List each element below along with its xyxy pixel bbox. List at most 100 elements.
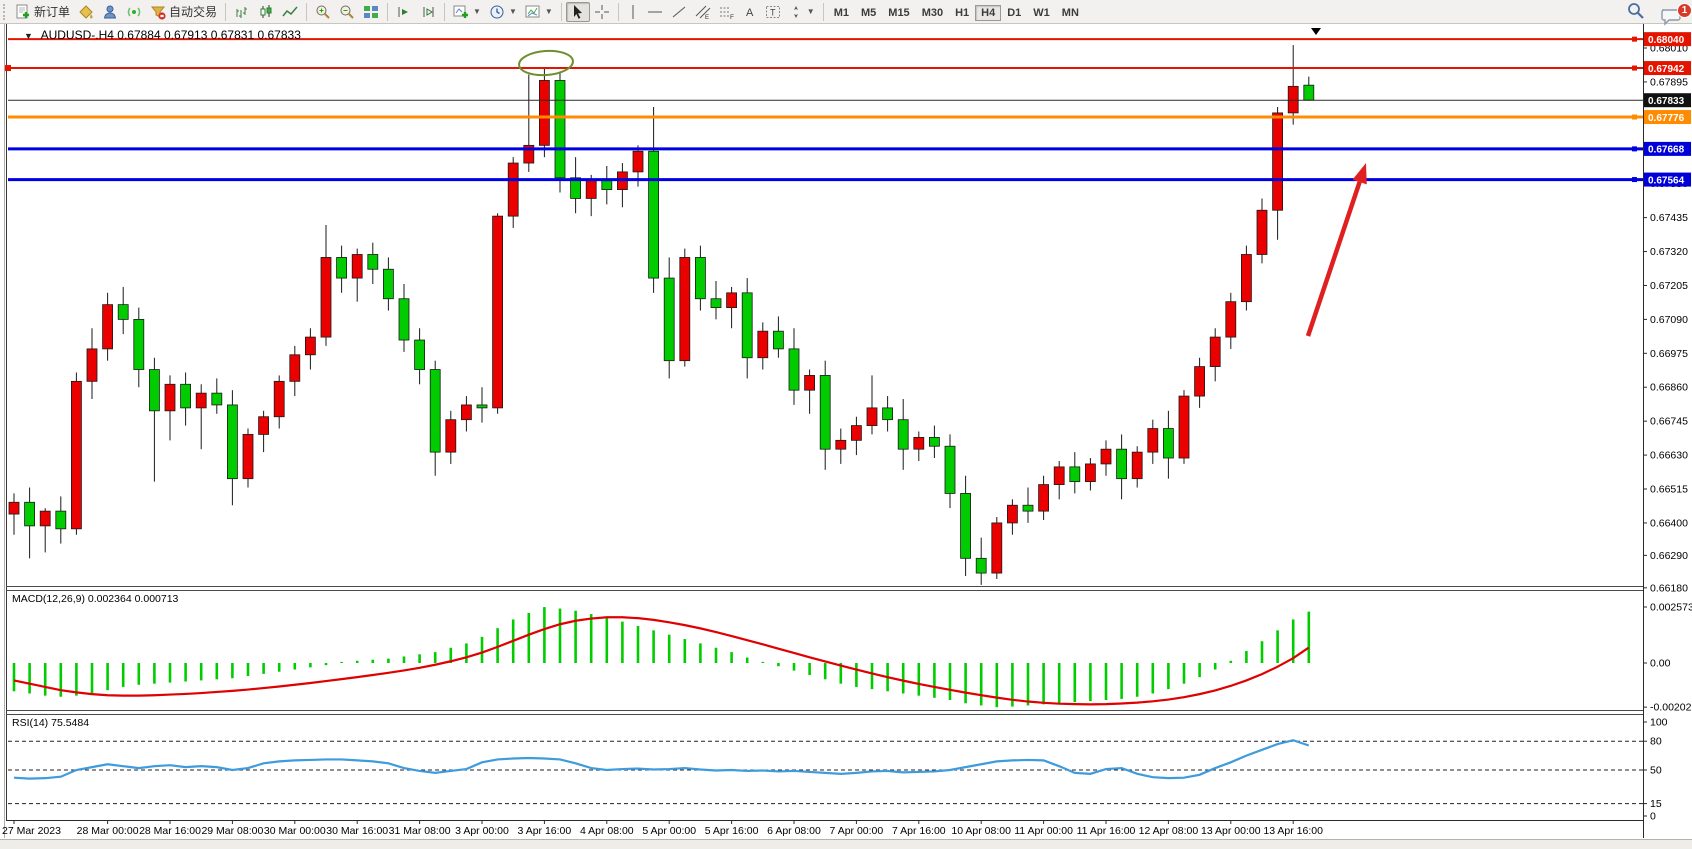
bucket-button[interactable] [74,2,98,22]
timeframe-button-M5[interactable]: M5 [861,6,877,19]
zoom-in-button[interactable] [311,2,335,22]
line-anchor-handle[interactable] [1632,114,1637,120]
text-tool-button[interactable]: A [739,2,761,22]
signals-button[interactable] [122,2,146,22]
chart-low: 0.67831 [210,28,255,42]
new-order-icon [15,4,31,20]
cursor-tool-button[interactable] [565,1,590,22]
candle-down [414,339,426,370]
auto-scroll-button[interactable] [392,2,416,22]
line-anchor-handle[interactable] [1632,36,1637,42]
time-tick-label: 7 Apr 00:00 [830,825,884,837]
price-tick-label: 0.66860 [1650,382,1688,394]
candle-down [226,404,238,480]
channel-icon: E [695,4,711,20]
line-anchor-handle[interactable] [1632,146,1637,152]
templates-button[interactable]: ▼ [521,2,557,22]
candle-down [24,501,36,527]
horizontal-line-icon [647,4,663,20]
candle-down [1116,448,1127,480]
new-order-button[interactable]: 新订单 [11,2,74,22]
rsi-indicator-label: RSI(14) 75.5484 [12,717,89,729]
periods-button[interactable]: ▼ [485,2,521,22]
timeframe-button-M1[interactable]: M1 [833,6,849,19]
time-tick-label: 5 Apr 00:00 [642,825,696,837]
fibonacci-tool-button[interactable]: F [715,2,739,22]
line-anchor-handle[interactable] [1632,177,1637,183]
horizontal-line-tool-button[interactable] [643,2,667,22]
price-badge-label: 0.68040 [1648,35,1685,46]
timeframe-button-W1[interactable]: W1 [1033,6,1050,19]
trendline-tool-button[interactable] [667,2,691,22]
timeframe-button-H4[interactable]: H4 [975,4,1002,21]
timeframe-button-M15[interactable]: M15 [888,6,910,19]
vertical-line-tool-button[interactable] [623,2,643,22]
tile-windows-button[interactable] [359,2,383,22]
candle-down [929,436,940,447]
time-tick-label: 13 Apr 16:00 [1263,825,1323,837]
timeframe-button-D1[interactable]: D1 [1007,6,1022,19]
price-badge [1644,32,1691,47]
ellipse-annotation[interactable] [518,49,574,77]
timeframe-button-MN[interactable]: MN [1061,6,1079,19]
time-tick-label: 11 Apr 16:00 [1077,825,1136,837]
symbol-dropdown-icon[interactable]: ▼ [24,31,33,41]
line-anchor-handle[interactable] [1632,65,1637,71]
candle-down [882,407,893,421]
candle-down [476,404,488,409]
notifications-button[interactable]: 1 [1656,3,1692,27]
candle-down [367,254,379,270]
zoom-out-button[interactable] [335,2,359,22]
candle-down [897,419,909,450]
arrows-icon [789,4,803,20]
toolbar-grip[interactable] [3,3,8,20]
arrows-tool-button[interactable]: ▼ [785,2,819,22]
text-icon: A [743,4,757,20]
chart-window-title[interactable]: ▼ AUDUSD-.H4 0.67884 0.67913 0.67831 0.6… [24,28,301,42]
line-chart-button[interactable] [278,2,302,22]
candle-up [507,162,519,217]
text-label-tool-button[interactable]: T [761,2,785,22]
svg-text:F: F [730,14,734,20]
macd-name: MACD(12,26,9) [12,593,85,605]
candle-down [382,268,394,300]
candlestick-chart-button[interactable] [254,2,278,22]
candle-down [336,257,348,279]
time-tick-label: 7 Apr 16:00 [892,825,946,837]
bar-chart-button[interactable] [230,2,254,22]
dropdown-caret: ▼ [806,7,815,16]
price-badge-label: 0.67668 [1648,145,1685,156]
auto-trading-button[interactable]: 自动交易 [146,2,221,22]
editor-button[interactable] [98,2,122,22]
price-badge [1644,61,1691,76]
price-badge-label: 0.67564 [1648,175,1685,186]
time-tick-label: 11 Apr 00:00 [1014,825,1073,837]
candle-down [975,557,987,574]
macd-tick-label: -0.002028 [1650,702,1692,714]
candle-up [804,375,815,391]
timeframe-button-H1[interactable]: H1 [955,6,970,19]
svg-text:T: T [770,7,776,17]
macd-tick-label: 0.00 [1650,658,1671,670]
trend-arrow-line[interactable] [1305,181,1362,337]
candle-up [1053,466,1065,485]
line-anchor-handle[interactable] [5,65,11,72]
rsi-line [13,739,1310,780]
candle-up [1007,504,1018,524]
candle-up [1209,336,1221,367]
crosshair-tool-button[interactable] [590,2,614,22]
candle-down [1069,466,1081,483]
candle-down [710,298,722,308]
chart-shift-button[interactable] [416,2,440,22]
vertical-line-icon [627,4,639,20]
candle-down [944,445,956,494]
candle-up [273,380,285,418]
equidistant-channel-tool-button[interactable]: E [691,2,715,22]
search-button[interactable] [1622,1,1650,21]
timeframe-button-M30[interactable]: M30 [921,6,944,19]
search-icon [1626,1,1646,21]
candle-down [960,493,971,559]
indicators-button[interactable]: ▼ [449,2,485,22]
candle-down [741,292,753,359]
